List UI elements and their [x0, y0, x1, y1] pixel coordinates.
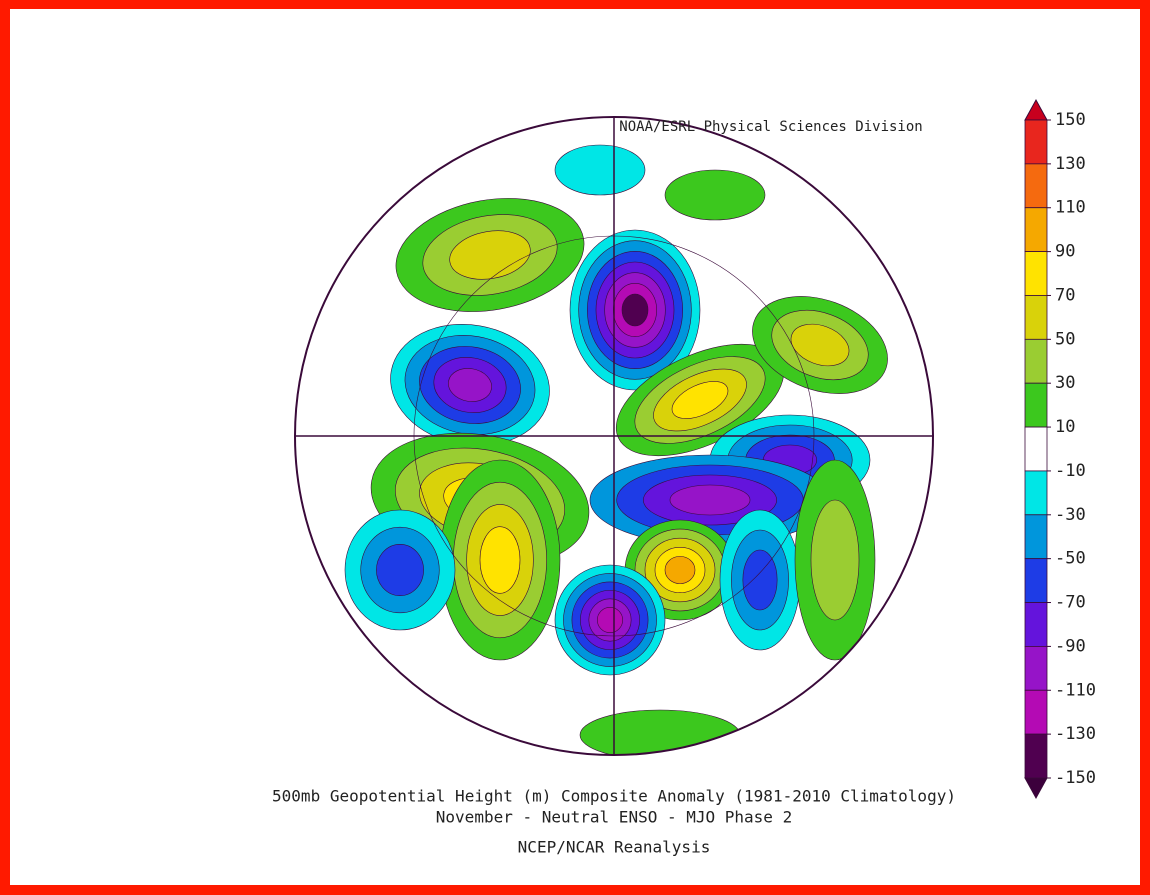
colorbar-label: 90 — [1055, 242, 1075, 262]
colorbar-segment — [1024, 602, 1048, 647]
colorbar-label: 50 — [1055, 329, 1075, 349]
subtitle: November - Neutral ENSO - MJO Phase 2 — [436, 808, 792, 827]
colorbar-segment — [1024, 470, 1048, 516]
colorbar-label: -10 — [1055, 461, 1086, 481]
colorbar-segment — [1024, 207, 1048, 253]
anomaly-contour — [810, 499, 860, 621]
colorbar-label: 130 — [1055, 154, 1086, 174]
colorbar-under — [1024, 777, 1048, 800]
colorbar-segment — [1024, 251, 1048, 296]
title: 500mb Geopotential Height (m) Composite … — [272, 787, 956, 806]
colorbar-segment — [1024, 514, 1048, 560]
colorbar-segment — [1024, 426, 1048, 472]
map-lines — [295, 117, 933, 755]
source: NCEP/NCAR Reanalysis — [518, 838, 711, 857]
colorbar-label: -110 — [1055, 680, 1096, 700]
anomaly-contour — [479, 526, 521, 594]
colorbar-label: -130 — [1055, 724, 1096, 744]
colorbar-label: -150 — [1055, 768, 1096, 788]
colorbar-label: 110 — [1055, 198, 1086, 218]
colorbar-segment — [1024, 646, 1048, 691]
colorbar-label: -90 — [1055, 636, 1086, 656]
colorbar-label: 70 — [1055, 285, 1075, 305]
colorbar-segment — [1024, 338, 1048, 384]
anomaly-contour — [664, 556, 696, 584]
anomaly-contour — [664, 169, 766, 221]
colorbar-segment — [1024, 733, 1048, 779]
colorbar-label: 10 — [1055, 417, 1075, 437]
anomaly-field — [344, 144, 888, 755]
colorbar-segment — [1024, 382, 1048, 428]
anomaly-contour — [669, 484, 751, 516]
anomaly-contour — [671, 381, 729, 419]
colorbar: 150 130 110 90 70 50 30 10 -10 -30 -50 -70 -90 -110 -1… — [1024, 98, 1096, 800]
colorbar-segment — [1024, 119, 1048, 165]
anomaly-contour — [554, 144, 646, 196]
colorbar-label: -50 — [1055, 549, 1086, 569]
anomaly-contour — [376, 543, 424, 597]
colorbar-over — [1024, 98, 1048, 121]
anomaly-contour — [449, 230, 531, 280]
colorbar-segment — [1024, 558, 1048, 603]
anomaly-contour — [597, 607, 623, 633]
colorbar-label: -70 — [1055, 593, 1086, 613]
anomaly-contour — [790, 323, 850, 367]
anomaly-contour — [448, 368, 492, 402]
colorbar-segment — [1024, 163, 1048, 209]
anomaly-contour — [742, 549, 778, 611]
colorbar-segment — [1024, 689, 1048, 735]
colorbar-segment — [1024, 295, 1048, 340]
credit: NOAA/ESRL Physical Sciences Division — [619, 119, 922, 135]
map-outline — [294, 116, 934, 756]
colorbar-label: -30 — [1055, 505, 1086, 525]
colorbar-label: 150 — [1055, 110, 1086, 130]
anomaly-contour — [621, 293, 649, 327]
colorbar-label: 30 — [1055, 373, 1075, 393]
